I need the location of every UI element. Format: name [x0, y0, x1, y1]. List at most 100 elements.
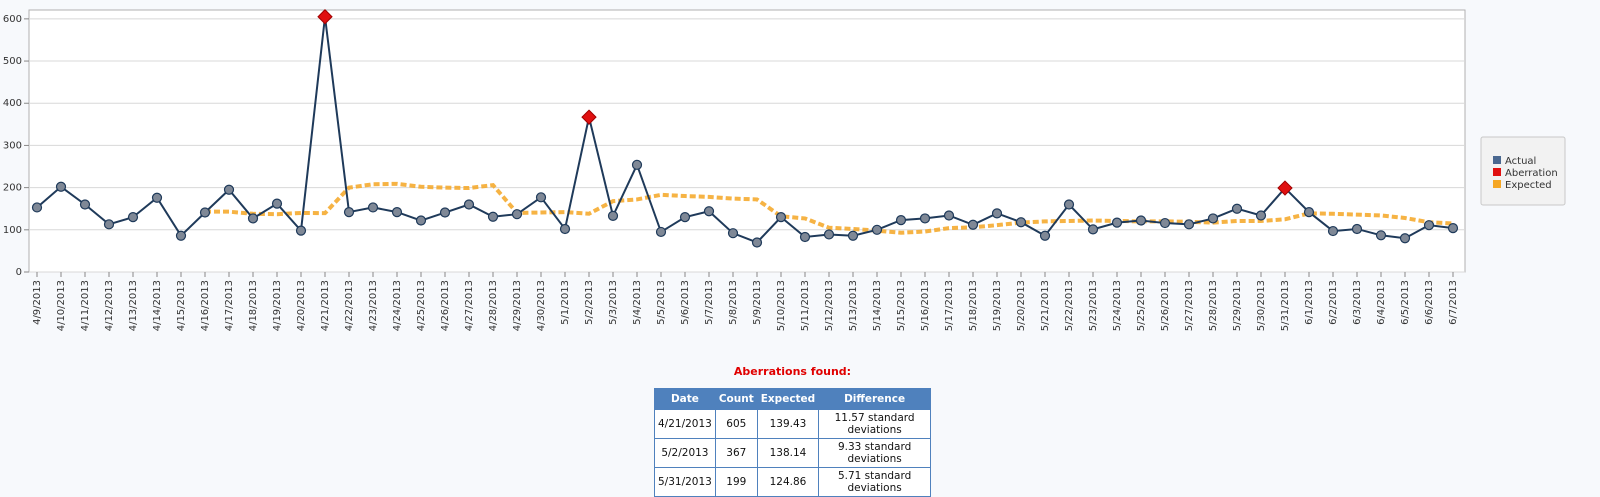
- legend-box: [1480, 136, 1566, 206]
- actual-point: [1231, 203, 1243, 214]
- x-tick-label: 5/9/2013: [752, 280, 763, 325]
- actual-point: [1351, 223, 1363, 235]
- actual-point: [223, 184, 235, 195]
- x-tick-label: 6/4/2013: [1376, 280, 1387, 325]
- x-tick-label: 5/30/2013: [1256, 280, 1267, 331]
- x-tick-label: 6/2/2013: [1328, 280, 1339, 325]
- table-section: Aberrations found: Date Count Expected Diff…: [654, 365, 931, 497]
- x-tick-label: 5/2/2013: [584, 280, 595, 325]
- actual-point: [1423, 220, 1435, 231]
- x-tick-label: 4/19/2013: [272, 280, 283, 331]
- actual-point: [823, 229, 835, 240]
- table-cell: 138.14: [756, 438, 820, 468]
- actual-point: [943, 210, 955, 221]
- table-cell: 199: [714, 467, 758, 497]
- actual-point: [631, 159, 643, 170]
- x-tick-label: 5/8/2013: [728, 280, 739, 325]
- y-tick-label: 0: [16, 267, 22, 278]
- aberration-point: [581, 109, 597, 125]
- x-tick-label: 4/29/2013: [512, 280, 523, 331]
- actual-point: [127, 212, 139, 223]
- x-tick-label: 4/24/2013: [392, 280, 403, 331]
- actual-point: [1375, 230, 1387, 241]
- actual-point: [799, 231, 811, 243]
- aberration-point: [317, 9, 333, 25]
- header-cell: Count: [714, 388, 758, 410]
- x-tick-label: 4/30/2013: [536, 280, 547, 331]
- actual-point: [343, 206, 355, 218]
- x-tick-label: 4/28/2013: [488, 280, 499, 331]
- actual-point: [535, 192, 547, 203]
- actual-point: [199, 207, 211, 218]
- x-tick-label: 5/19/2013: [992, 280, 1003, 331]
- actual-point: [991, 208, 1003, 219]
- actual-point: [967, 219, 979, 230]
- table-row: 4/21/2013 605 139.43 11.57 standard deviati…: [654, 409, 931, 439]
- actual-point: [1159, 217, 1171, 229]
- x-tick-label: 6/6/2013: [1424, 280, 1435, 325]
- x-tick-label: 4/27/2013: [464, 280, 475, 331]
- x-tick-label: 4/18/2013: [248, 280, 259, 331]
- actual-point: [871, 224, 883, 235]
- x-tick-label: 5/7/2013: [704, 280, 715, 325]
- actual-point: [1303, 206, 1315, 218]
- actual-point: [487, 211, 499, 222]
- actual-point: [1327, 225, 1339, 237]
- x-tick-label: 5/29/2013: [1232, 280, 1243, 331]
- x-tick-label: 5/15/2013: [896, 280, 907, 331]
- actual-point: [415, 215, 427, 226]
- y-tick-label: 400: [3, 98, 22, 109]
- actual-point: [463, 199, 475, 210]
- table-cell: 139.43: [756, 409, 820, 439]
- x-tick-label: 5/26/2013: [1160, 280, 1171, 331]
- actual-point: [31, 202, 43, 213]
- expected-line: [205, 181, 1454, 235]
- actual-point: [103, 219, 115, 230]
- x-tick-label: 6/1/2013: [1304, 280, 1315, 325]
- table-title: Aberrations found:: [733, 365, 852, 378]
- actual-point: [1447, 223, 1459, 234]
- x-tick-label: 5/28/2013: [1208, 280, 1219, 331]
- x-tick-label: 4/26/2013: [440, 280, 451, 331]
- table-cell: 605: [714, 409, 758, 439]
- header-row: Date Count Expected Difference: [654, 388, 931, 410]
- x-tick-label: 4/15/2013: [176, 280, 187, 331]
- y-tick-label: 300: [3, 140, 22, 151]
- actual-point: [1399, 233, 1411, 244]
- actual-point: [511, 209, 523, 220]
- table-cell: 5/31/2013: [654, 467, 716, 497]
- table-cell: 5/2/2013: [654, 438, 716, 468]
- actual-point: [175, 230, 187, 241]
- actual-point: [679, 212, 691, 223]
- actual-point: [1255, 210, 1267, 221]
- legend-label: Expected: [1505, 180, 1552, 191]
- x-tick-label: 5/13/2013: [848, 280, 859, 331]
- actual-point: [247, 213, 259, 224]
- table-cell: 367: [714, 438, 758, 468]
- x-tick-label: 5/25/2013: [1136, 280, 1147, 331]
- plot-area: [28, 9, 1466, 273]
- actual-point: [295, 225, 307, 236]
- x-tick-label: 4/12/2013: [104, 280, 115, 331]
- x-tick-label: 5/18/2013: [968, 280, 979, 331]
- legend-label: Actual: [1505, 156, 1536, 167]
- actual-point: [1039, 230, 1051, 241]
- y-tick-label: 100: [3, 225, 22, 236]
- x-tick-label: 4/10/2013: [56, 280, 67, 331]
- x-tick-label: 4/20/2013: [296, 280, 307, 331]
- actual-point: [775, 212, 787, 223]
- header-cell: Difference: [818, 388, 931, 410]
- actual-point: [1063, 199, 1075, 210]
- x-tick-label: 4/25/2013: [416, 280, 427, 331]
- table-cell: 124.86: [756, 467, 820, 497]
- x-tick-label: 6/7/2013: [1448, 280, 1459, 325]
- table-cell: 9.33 standard deviations: [818, 438, 931, 468]
- x-tick-label: 5/14/2013: [872, 280, 883, 331]
- table-row: 5/31/2013 199 124.86 5.71 standard deviatio…: [654, 467, 931, 497]
- actual-point: [55, 181, 67, 192]
- x-tick-label: 5/10/2013: [776, 280, 787, 331]
- legend-swatch: [1493, 156, 1501, 164]
- actual-point: [1087, 224, 1099, 235]
- x-tick-label: 6/3/2013: [1352, 280, 1363, 325]
- legend-swatch: [1493, 180, 1501, 188]
